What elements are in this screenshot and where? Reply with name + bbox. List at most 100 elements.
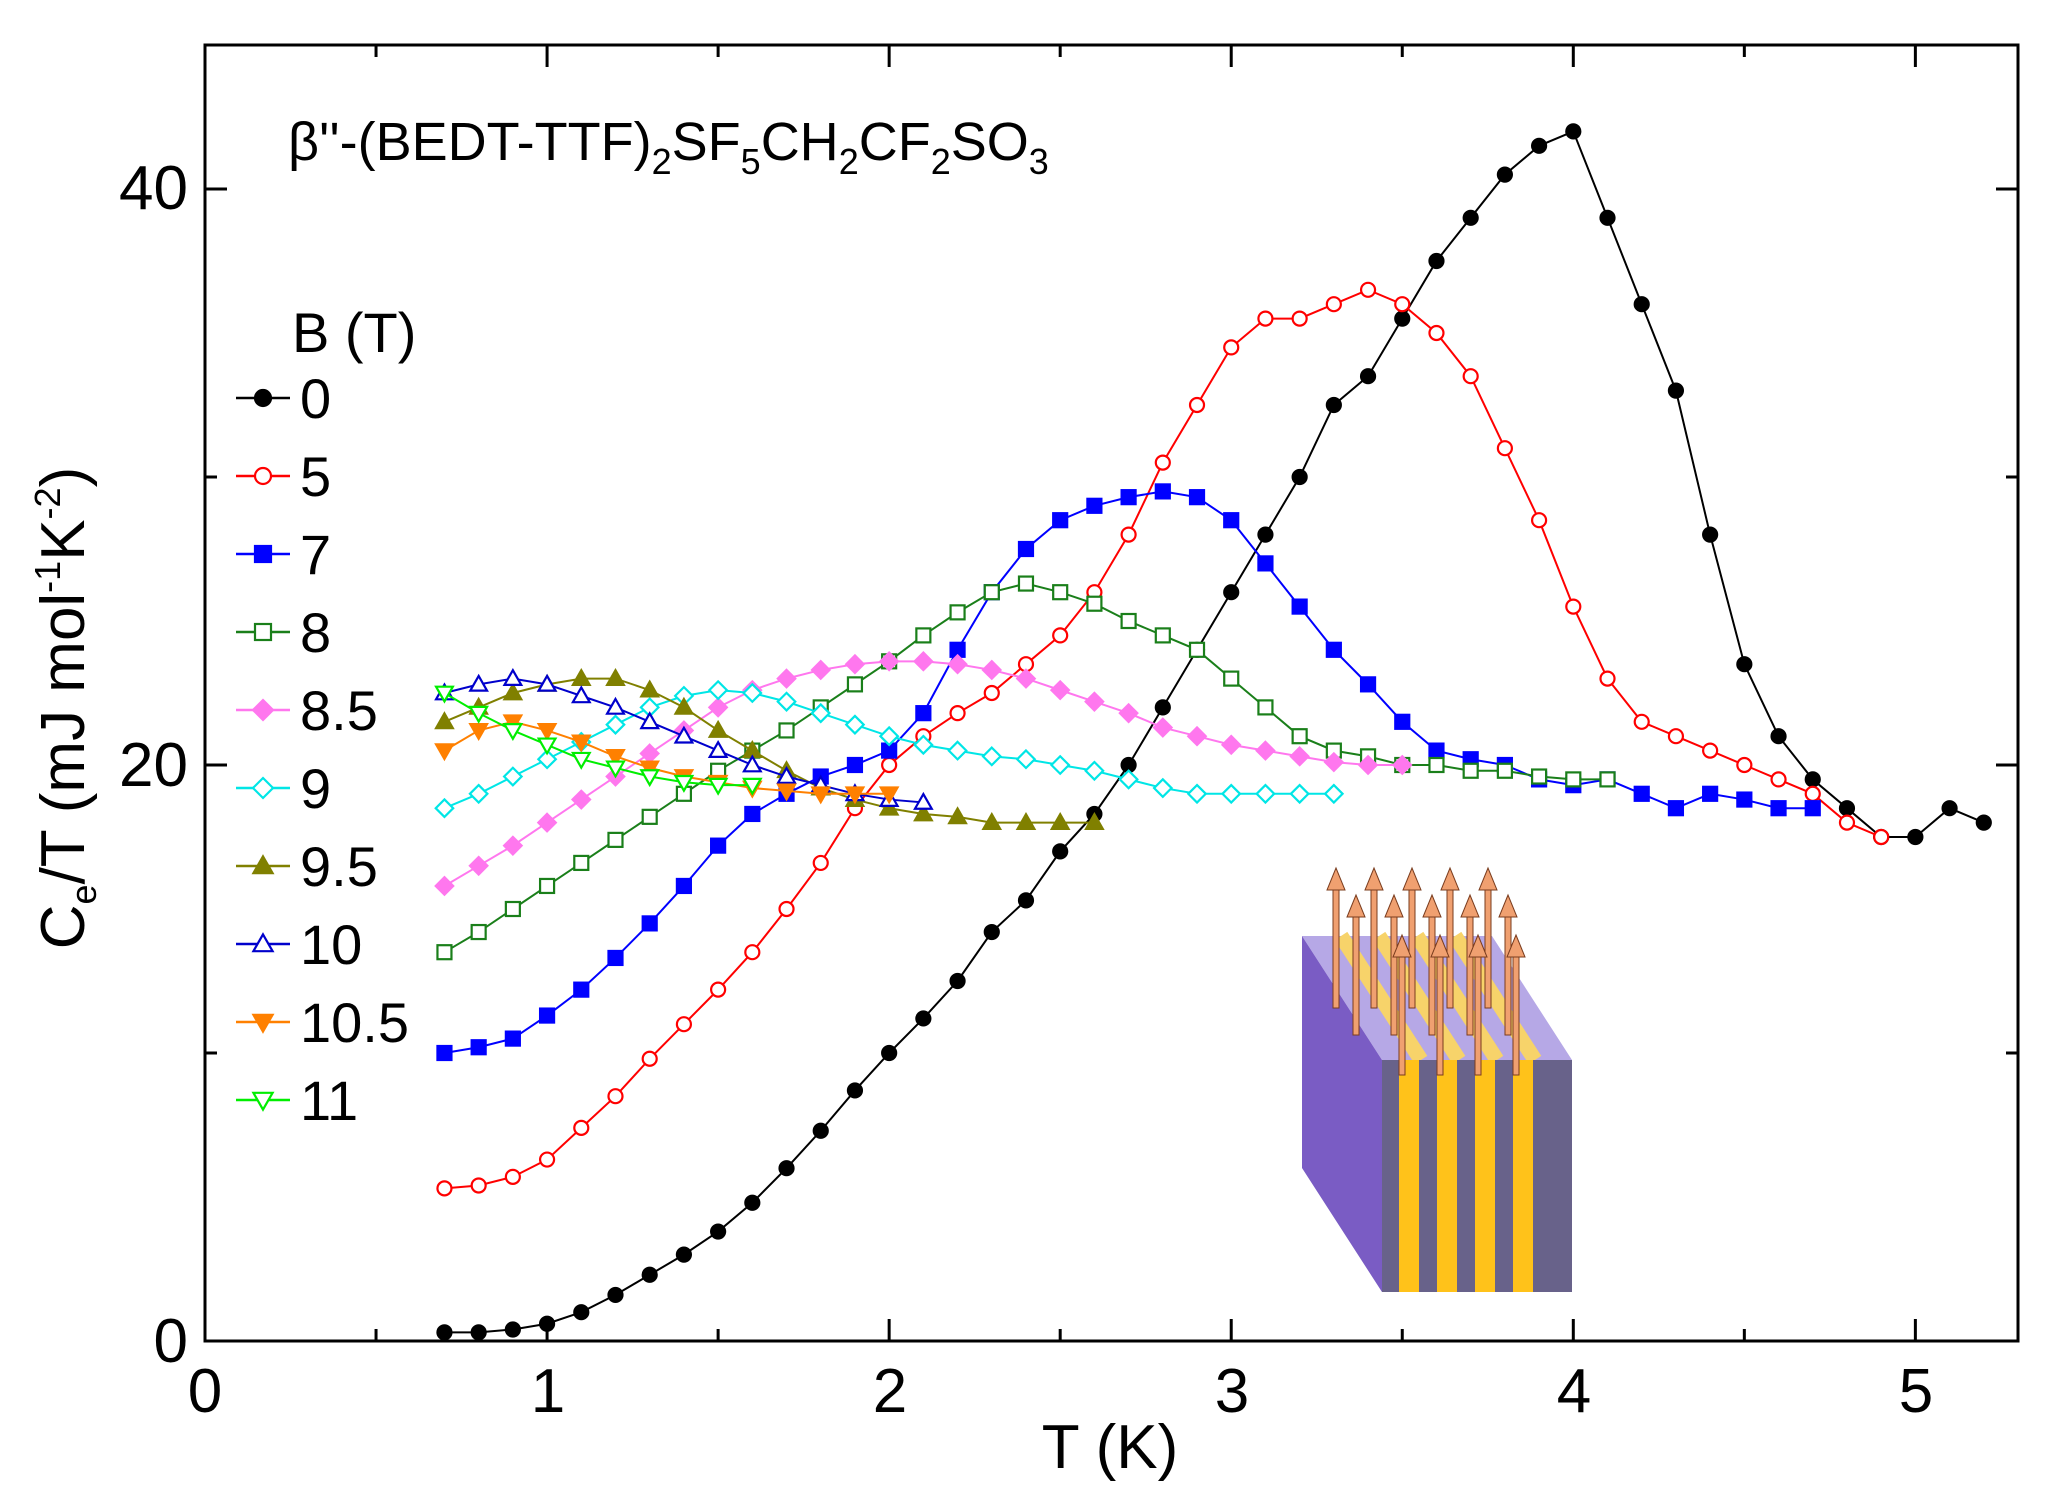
data-point xyxy=(605,714,626,735)
data-point xyxy=(1257,310,1274,327)
spin-arrow-head xyxy=(1468,933,1488,958)
legend-label: 8.5 xyxy=(300,679,378,742)
data-point xyxy=(1428,252,1445,270)
data-point xyxy=(1428,742,1445,759)
legend-item-11: 11 xyxy=(236,1069,358,1132)
series-line xyxy=(444,288,1882,1190)
data-point xyxy=(981,811,1003,831)
data-point xyxy=(881,756,898,774)
data-point xyxy=(1188,489,1206,506)
legend-item-9_5: 9.5 xyxy=(236,835,378,898)
y-axis-title-k: K xyxy=(29,519,98,560)
spin-arrow-head xyxy=(1392,933,1412,958)
data-point xyxy=(846,1082,864,1099)
data-point xyxy=(1086,497,1103,514)
series-11 xyxy=(434,685,763,796)
series-line xyxy=(444,130,1985,1334)
data-point xyxy=(744,944,761,961)
data-point xyxy=(470,1039,487,1056)
data-point xyxy=(1702,526,1719,543)
spin-arrow-head xyxy=(1402,866,1422,891)
title-part-2: SF xyxy=(672,112,741,172)
data-point xyxy=(1152,777,1174,799)
data-point xyxy=(1599,209,1616,226)
data-point xyxy=(1702,785,1719,802)
data-point xyxy=(1017,540,1035,558)
legend-item-7: 7 xyxy=(236,523,331,586)
data-point xyxy=(607,1088,624,1105)
spin-arrow xyxy=(1402,866,1422,1009)
y-axis-title-sup-1: -1 xyxy=(27,561,68,593)
data-point xyxy=(1462,209,1479,226)
data-point xyxy=(707,777,729,796)
data-point xyxy=(434,875,455,897)
legend-marker xyxy=(251,1091,275,1112)
data-point xyxy=(573,1119,590,1136)
axis-ticks xyxy=(203,45,2018,1343)
data-point xyxy=(536,673,558,692)
plot-frame xyxy=(203,43,2020,1343)
series-5 xyxy=(436,281,1890,1197)
data-point xyxy=(1186,783,1208,805)
spin-arrow xyxy=(1498,893,1518,1036)
data-point xyxy=(1154,627,1171,644)
data-point xyxy=(1359,281,1377,298)
x-tick-label-5: 5 xyxy=(1899,1357,1933,1426)
data-point xyxy=(810,702,832,724)
data-point xyxy=(536,737,558,756)
data-point xyxy=(436,1044,453,1062)
data-point xyxy=(1052,512,1069,529)
data-point xyxy=(570,734,592,753)
data-point xyxy=(639,760,660,779)
spin-arrow xyxy=(1468,933,1488,1076)
data-point xyxy=(434,685,455,704)
data-point xyxy=(1357,754,1379,776)
data-point xyxy=(502,835,524,856)
data-point xyxy=(812,1122,829,1139)
data-point xyxy=(915,1010,932,1027)
title-sub-1: 2 xyxy=(652,141,672,182)
data-point xyxy=(1359,676,1377,693)
data-point xyxy=(1223,339,1240,356)
legend-label: 5 xyxy=(300,445,331,508)
data-point xyxy=(913,803,934,822)
spin-arrow-shaft xyxy=(1370,887,1378,1009)
data-point xyxy=(776,783,797,802)
data-point xyxy=(710,837,727,854)
data-point xyxy=(1462,762,1479,779)
data-point xyxy=(1052,584,1069,601)
data-point xyxy=(878,786,900,805)
data-point xyxy=(502,682,524,701)
legend-title: B (T) xyxy=(292,301,416,364)
data-point xyxy=(1496,166,1513,183)
data-point xyxy=(810,786,832,805)
data-point xyxy=(915,705,932,722)
legend-item-8_5: 8.5 xyxy=(236,679,378,742)
data-point xyxy=(1325,296,1342,313)
data-point xyxy=(844,653,866,675)
data-point xyxy=(434,711,455,730)
title-part-3: CH xyxy=(761,112,839,172)
data-point xyxy=(1049,811,1071,831)
data-point xyxy=(607,831,624,848)
data-point xyxy=(1291,598,1308,615)
data-point xyxy=(878,651,900,672)
spin-arrow-head xyxy=(1346,893,1366,918)
data-point xyxy=(742,777,763,796)
legend-marker xyxy=(253,466,273,486)
spin-arrow xyxy=(1422,893,1442,1036)
data-point xyxy=(981,659,1003,681)
chart-title: β''-(BEDT-TTF)2SF5CH2CF2SO3 xyxy=(288,112,1049,182)
legend-label: 9 xyxy=(300,757,331,820)
y-axis-title-sup-2: -2 xyxy=(27,487,68,519)
data-point xyxy=(573,854,590,872)
data-point xyxy=(1462,368,1479,385)
data-point xyxy=(947,653,968,675)
x-axis-title: T (K) xyxy=(1042,1413,1179,1482)
data-point xyxy=(675,1016,693,1033)
data-point xyxy=(707,697,729,718)
spin-arrow-head xyxy=(1364,866,1384,891)
spin-arrow xyxy=(1364,866,1384,1009)
data-point xyxy=(913,734,934,756)
